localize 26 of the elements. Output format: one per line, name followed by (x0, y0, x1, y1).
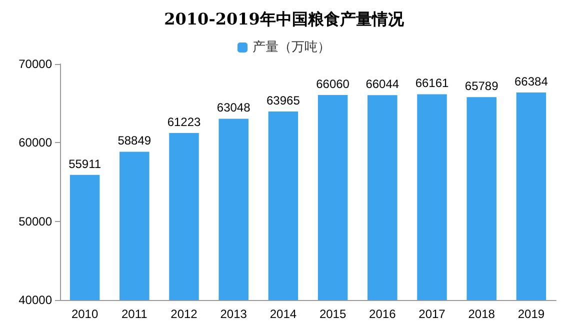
x-tick-label: 2015 (319, 307, 346, 321)
x-tick-label: 2013 (220, 307, 248, 321)
data-label: 58849 (118, 134, 152, 148)
x-tick-label: 2017 (418, 307, 446, 321)
y-tick-label: 40000 (18, 293, 52, 307)
data-label: 63965 (266, 93, 300, 108)
y-tick-label: 60000 (18, 136, 52, 150)
x-tick-label: 2014 (270, 307, 297, 321)
x-tick-label: 2010 (71, 307, 98, 321)
data-label: 55911 (68, 156, 102, 171)
x-tick-label: 2019 (518, 307, 545, 321)
data-label: 61223 (167, 115, 202, 130)
data-label: 63048 (216, 100, 251, 115)
data-label: 66060 (316, 76, 350, 91)
y-tick-label: 70000 (18, 57, 52, 71)
x-tick-label: 2018 (468, 307, 496, 321)
chart-title: 2010-2019年中国粮食产量情况 (164, 10, 405, 28)
x-tick-label: 2011 (121, 307, 148, 321)
data-label: 65789 (464, 79, 499, 94)
y-tick-label: 50000 (18, 214, 52, 228)
data-label: 66161 (415, 76, 450, 90)
legend-label: 产量（万吨） (252, 40, 330, 55)
x-tick-label: 2012 (170, 307, 198, 321)
data-label: 66384 (514, 74, 548, 88)
x-tick-label: 2016 (369, 307, 396, 321)
data-label: 66044 (366, 77, 400, 92)
